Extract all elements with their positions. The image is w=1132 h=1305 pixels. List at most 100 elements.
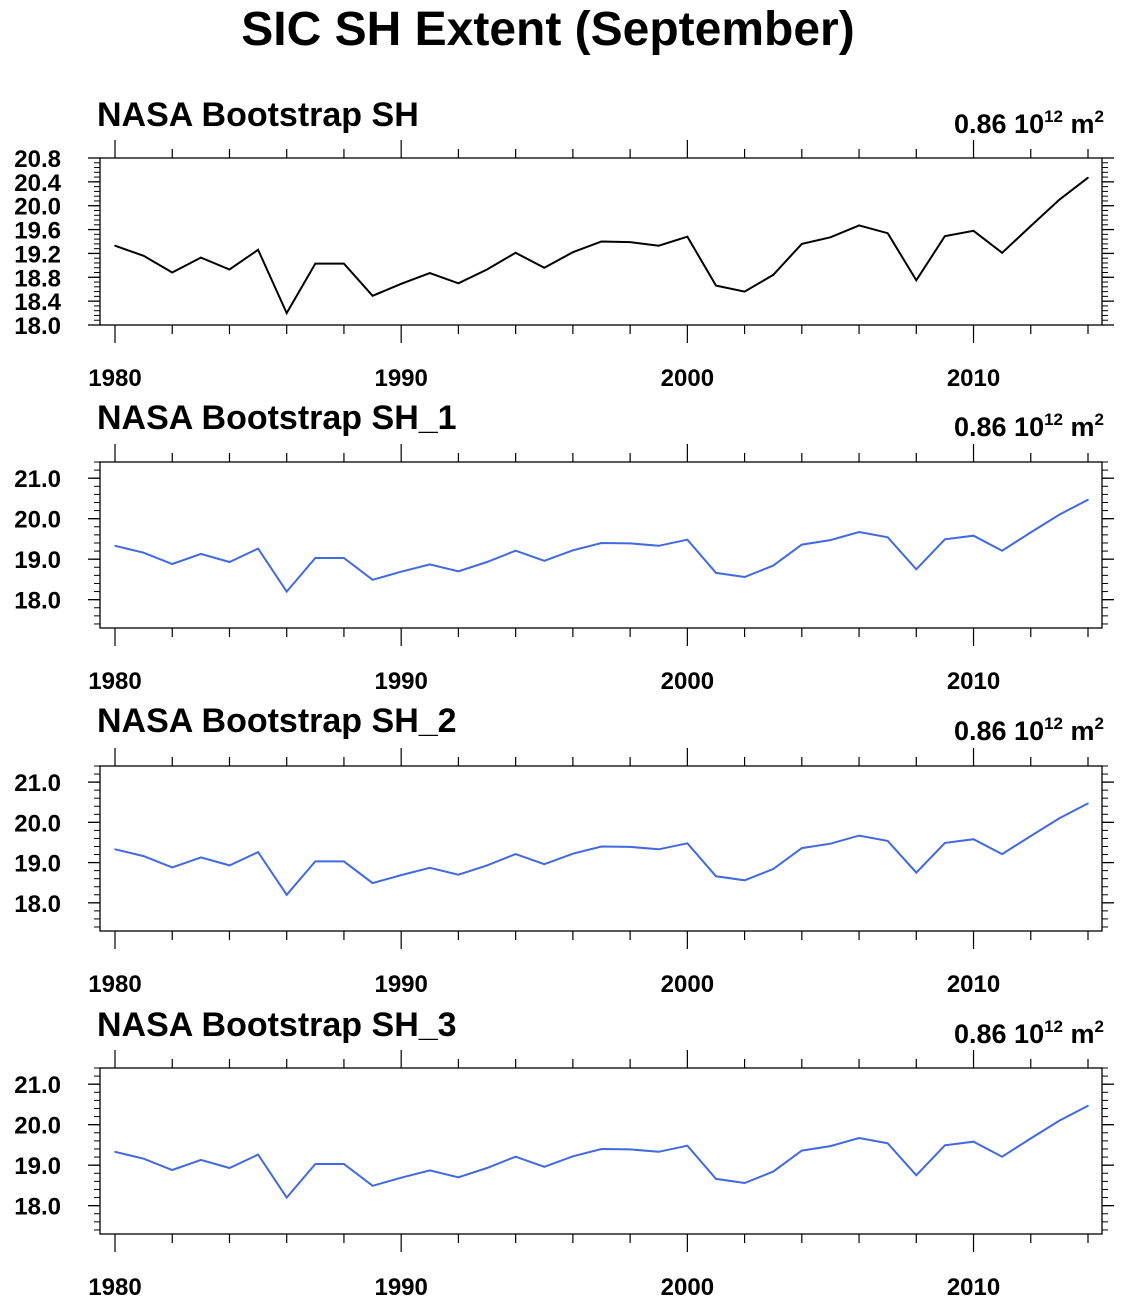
annotation-unit-exponent: 2 xyxy=(1095,107,1104,126)
data-point xyxy=(1001,1155,1003,1158)
chart-panel-4: NASA Bootstrap SH_3 0.86 1012 m2 18.0 19.0 2… xyxy=(14,1006,1114,1301)
data-point xyxy=(257,851,259,853)
chart-panel-2: NASA Bootstrap SH_1 0.86 1012 m2 18.0 19.0 2… xyxy=(14,399,1114,695)
x-tick-label: 1990 xyxy=(374,1274,427,1301)
data-point xyxy=(972,1140,975,1143)
data-point xyxy=(200,856,202,859)
data-point xyxy=(657,848,660,851)
annotation-unit-exponent: 2 xyxy=(1095,714,1104,733)
x-tick-label: 2010 xyxy=(947,365,1000,392)
data-point xyxy=(1001,252,1003,254)
annotation-value: 0.86 10 xyxy=(954,716,1044,746)
annotation-value: 0.86 10 xyxy=(954,412,1044,442)
annotation-exponent: 12 xyxy=(1044,107,1063,126)
data-point xyxy=(772,1170,775,1173)
data-point xyxy=(772,274,775,276)
data-point xyxy=(314,1163,317,1165)
data-point xyxy=(829,842,832,845)
data-point xyxy=(600,542,603,544)
units-annotation: 0.86 1012 m2 xyxy=(954,714,1104,746)
y-tick-label: 18.8 xyxy=(14,265,61,292)
annotation-unit-exponent: 2 xyxy=(1095,410,1104,429)
data-point xyxy=(915,279,918,282)
data-point xyxy=(572,1155,574,1158)
y-tick-label: 21.0 xyxy=(14,1072,61,1099)
data-point xyxy=(343,557,345,559)
data-point xyxy=(200,256,202,259)
chart-panel-1: NASA Bootstrap SH 0.86 1012 m2 18.018.418.… xyxy=(14,96,1114,392)
data-point xyxy=(343,262,345,265)
chart-panel-3: NASA Bootstrap SH_2 0.86 1012 m2 18.0 19.0 2… xyxy=(14,702,1114,998)
data-point xyxy=(1058,817,1061,820)
data-point xyxy=(657,545,660,547)
data-point xyxy=(1029,1137,1032,1140)
data-point xyxy=(915,871,918,874)
data-point xyxy=(200,1159,202,1161)
data-point xyxy=(428,1169,431,1172)
data-point xyxy=(257,1153,259,1156)
data-point xyxy=(772,564,775,567)
x-tick-label: 1980 xyxy=(88,1274,141,1301)
data-point xyxy=(1087,176,1089,179)
data-point xyxy=(600,845,603,848)
panel-title: NASA Bootstrap SH_3 xyxy=(97,1006,457,1044)
x-tick-label: 1990 xyxy=(374,971,427,998)
data-point xyxy=(772,868,775,870)
data-point xyxy=(514,549,517,552)
data-point xyxy=(228,561,231,563)
data-point xyxy=(801,1149,803,1152)
data-point xyxy=(457,570,460,573)
data-point xyxy=(972,838,975,841)
data-point xyxy=(915,1174,918,1177)
plot-frame xyxy=(99,1067,1103,1235)
data-point xyxy=(543,266,546,269)
annotation-exponent: 12 xyxy=(1044,1017,1063,1036)
data-point xyxy=(629,542,631,545)
plot-frame xyxy=(99,461,1103,629)
panel-title: NASA Bootstrap SH xyxy=(97,96,419,134)
units-annotation: 0.86 1012 m2 xyxy=(954,410,1104,442)
y-tick-label: 21.0 xyxy=(14,770,61,797)
y-tick-label: 20.0 xyxy=(14,194,61,221)
data-point xyxy=(514,252,517,254)
data-point xyxy=(457,873,460,876)
data-point xyxy=(486,1167,488,1169)
data-point xyxy=(457,1176,460,1179)
data-point xyxy=(743,879,746,882)
data-point xyxy=(543,863,546,865)
data-point xyxy=(343,860,345,863)
data-point xyxy=(228,1167,231,1169)
data-point xyxy=(314,860,317,863)
data-point xyxy=(486,864,488,867)
series-line xyxy=(114,1104,1089,1200)
data-point xyxy=(944,235,946,237)
data-point xyxy=(715,284,717,287)
data-point xyxy=(486,561,488,563)
y-tick-label: 19.2 xyxy=(14,241,61,268)
x-tick-label: 1980 xyxy=(88,668,141,695)
data-point xyxy=(428,867,431,869)
x-tick-label: 2000 xyxy=(661,668,714,695)
data-point xyxy=(142,551,145,554)
data-point xyxy=(371,294,374,297)
y-tick-label: 20.0 xyxy=(14,507,61,534)
data-point xyxy=(1058,513,1061,516)
annotation-value: 0.86 10 xyxy=(954,1019,1044,1049)
data-point xyxy=(743,290,746,293)
data-point xyxy=(657,244,660,247)
data-point xyxy=(801,543,803,546)
data-point xyxy=(514,1155,517,1158)
data-point xyxy=(829,236,832,239)
data-point xyxy=(171,563,174,565)
data-point xyxy=(142,855,145,857)
y-tick-label: 20.0 xyxy=(14,810,61,837)
annotation-unit: m xyxy=(1063,412,1095,442)
data-point xyxy=(1087,498,1089,501)
y-tick-label: 21.0 xyxy=(14,466,61,493)
data-point xyxy=(972,534,975,537)
series-line xyxy=(114,176,1089,316)
data-point xyxy=(686,1144,689,1147)
data-point xyxy=(715,875,717,878)
data-point xyxy=(171,866,174,869)
data-point xyxy=(972,229,975,232)
